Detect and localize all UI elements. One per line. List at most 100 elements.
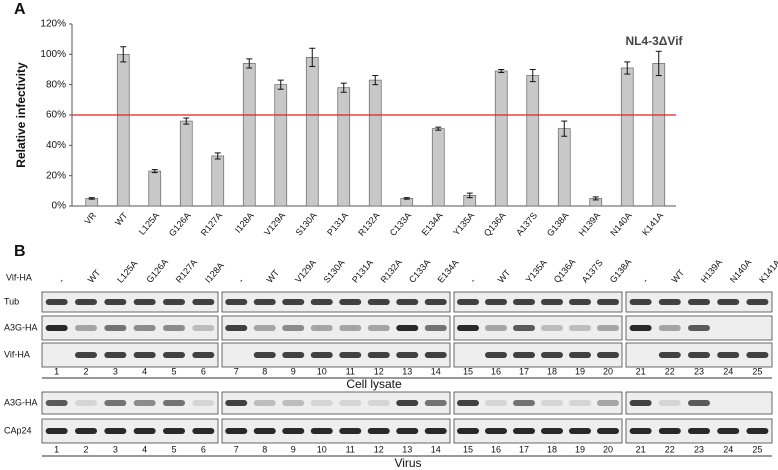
lane-number: 14: [431, 366, 441, 376]
lane-label: L125A: [115, 258, 139, 284]
band: [629, 400, 652, 406]
band: [569, 325, 591, 331]
band: [396, 428, 419, 434]
row-label: CAp24: [4, 425, 32, 435]
band: [225, 325, 248, 331]
band: [367, 325, 390, 331]
band: [688, 299, 710, 305]
panel-label: B: [14, 243, 26, 260]
lane-number: 5: [171, 366, 176, 376]
y-axis-label: Relative infectivity: [14, 62, 28, 168]
x-tick-label: E134A: [420, 210, 445, 237]
lane-number: 17: [519, 366, 529, 376]
lane-number: 17: [519, 444, 529, 454]
band: [717, 352, 740, 358]
lane-number: 25: [752, 366, 762, 376]
band: [688, 352, 710, 358]
band: [396, 325, 419, 331]
band: [424, 428, 447, 434]
panel-label: A: [14, 1, 26, 18]
band: [163, 400, 185, 406]
band: [541, 352, 563, 358]
lane-number: 11: [346, 444, 355, 454]
y-tick-label: 60%: [46, 110, 66, 121]
band: [192, 325, 215, 331]
band: [658, 428, 681, 434]
blot-box: [453, 291, 623, 313]
blot-box: [41, 418, 219, 444]
lane-number: 20: [603, 366, 613, 376]
band: [104, 428, 127, 434]
band: [163, 428, 185, 434]
lane-label: R127A: [174, 257, 199, 285]
lane-label: V129A: [293, 258, 318, 285]
lane-number: 14: [431, 444, 441, 454]
band: [485, 325, 507, 331]
lane-number: 21: [636, 366, 646, 376]
band: [597, 352, 619, 358]
band: [104, 400, 127, 406]
band: [104, 325, 127, 331]
band: [688, 428, 710, 434]
lane-label: Q136A: [552, 257, 578, 285]
band: [133, 428, 156, 434]
band: [339, 428, 362, 434]
y-tick-label: 100%: [40, 49, 66, 60]
band: [513, 428, 535, 434]
band: [367, 352, 390, 358]
lane-label: K141A: [757, 258, 778, 285]
y-tick-label: 20%: [46, 170, 66, 181]
lane-number: 18: [547, 366, 557, 376]
band: [253, 325, 276, 331]
band: [485, 299, 507, 305]
band: [45, 325, 68, 331]
band: [282, 299, 305, 305]
x-tick-label: N140A: [608, 210, 633, 238]
band: [192, 400, 215, 406]
lane-number: 2: [83, 444, 88, 454]
lane-label: E134A: [435, 258, 460, 285]
band: [104, 352, 127, 358]
lane-number: 21: [636, 444, 646, 454]
band: [339, 325, 362, 331]
lane-number: 22: [665, 444, 675, 454]
x-tick-label: P131A: [325, 210, 350, 237]
band: [485, 400, 507, 406]
lane-number: 2: [83, 366, 88, 376]
band: [569, 428, 591, 434]
lane-number: 12: [374, 444, 384, 454]
row-label: A3G-HA: [4, 397, 38, 407]
band: [717, 299, 740, 305]
band: [629, 325, 652, 331]
band: [457, 299, 479, 305]
band: [75, 299, 97, 305]
band: [282, 325, 305, 331]
lane-number: 20: [603, 444, 613, 454]
band: [310, 299, 333, 305]
lane-number: 22: [665, 366, 675, 376]
blot-box: [41, 315, 219, 341]
x-tick-label: VR: [82, 210, 98, 226]
band: [597, 428, 619, 434]
band: [367, 428, 390, 434]
y-tick-label: 120%: [40, 19, 66, 30]
band: [163, 325, 185, 331]
band: [253, 400, 276, 406]
lane-number: 23: [694, 444, 704, 454]
lane-number: 10: [317, 444, 327, 454]
band: [396, 352, 419, 358]
lane-number: 6: [201, 366, 206, 376]
bar: [337, 87, 351, 207]
x-tick-label: C133A: [388, 210, 413, 238]
blot-box: [453, 391, 623, 415]
band: [396, 400, 419, 406]
band: [339, 299, 362, 305]
band: [133, 352, 156, 358]
lane-label: WT: [264, 267, 281, 285]
band: [310, 352, 333, 358]
band: [282, 352, 305, 358]
bar: [526, 75, 540, 207]
band: [629, 299, 652, 305]
blot-box: [221, 391, 451, 415]
x-tick-label: R127A: [199, 210, 224, 238]
